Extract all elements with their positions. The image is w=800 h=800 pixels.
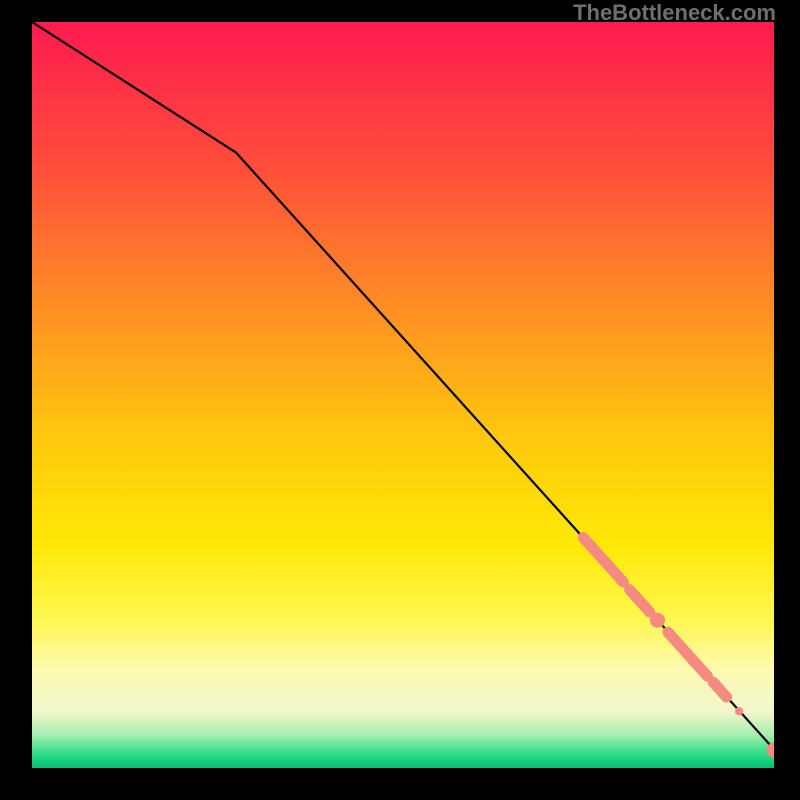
plot-area (32, 22, 774, 768)
chart-svg (32, 22, 774, 768)
watermark-text: TheBottleneck.com (573, 0, 776, 26)
marker-dot (735, 707, 743, 715)
marker-dot (650, 613, 665, 628)
gradient-background (32, 22, 774, 768)
chart-frame: TheBottleneck.com (0, 0, 800, 800)
